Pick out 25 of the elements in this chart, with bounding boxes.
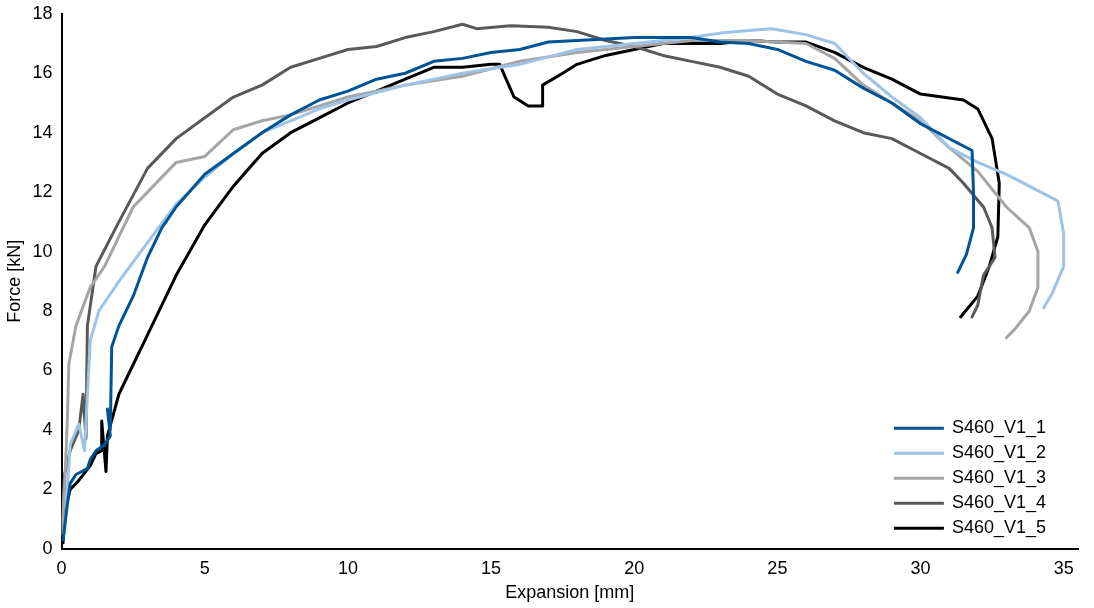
x-axis-title: Expansion [mm] (505, 582, 635, 603)
legend-label: S460_V1_5 (951, 517, 1047, 539)
legend-label: S460_V1_3 (951, 467, 1047, 489)
x-tick-label: 25 (767, 557, 788, 578)
x-tick-label: 20 (624, 557, 645, 578)
legend-label: S460_V1_2 (951, 442, 1047, 464)
y-tick-label: 4 (42, 418, 53, 439)
x-tick-label: 30 (910, 557, 931, 578)
y-tick-label: 0 (42, 537, 53, 558)
y-tick-label: 2 (42, 478, 53, 499)
y-tick-label: 12 (32, 181, 53, 202)
y-tick-label: 14 (32, 121, 53, 142)
y-axis-title: Force [kN] (3, 239, 24, 323)
y-tick-label: 8 (42, 299, 53, 320)
x-tick-label: 10 (337, 557, 358, 578)
y-tick-label: 6 (42, 359, 53, 380)
x-tick-label: 15 (481, 557, 502, 578)
legend-label: S460_V1_4 (951, 492, 1047, 514)
y-tick-label: 16 (32, 62, 53, 83)
y-tick-label: 18 (32, 2, 53, 23)
legend-label: S460_V1_1 (951, 417, 1047, 439)
x-tick-label: 35 (1053, 557, 1074, 578)
y-tick-label: 10 (32, 240, 53, 261)
x-tick-label: 5 (199, 557, 210, 578)
x-tick-label: 0 (56, 557, 67, 578)
